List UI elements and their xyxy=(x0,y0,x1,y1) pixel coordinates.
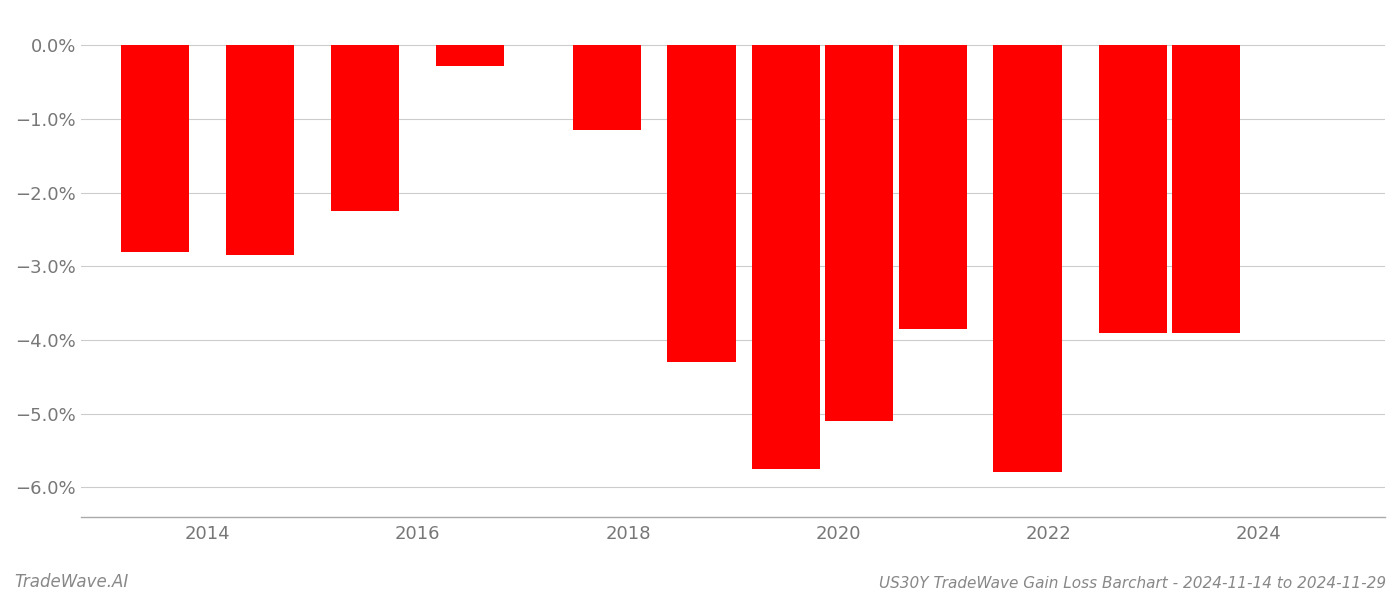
Bar xyxy=(330,46,399,211)
Bar xyxy=(573,46,641,130)
Bar xyxy=(225,46,294,255)
Bar xyxy=(994,46,1061,472)
Bar xyxy=(1099,46,1166,332)
Text: US30Y TradeWave Gain Loss Barchart - 2024-11-14 to 2024-11-29: US30Y TradeWave Gain Loss Barchart - 202… xyxy=(879,576,1386,591)
Bar xyxy=(1172,46,1240,332)
Bar xyxy=(752,46,820,469)
Text: TradeWave.AI: TradeWave.AI xyxy=(14,573,129,591)
Bar xyxy=(825,46,893,421)
Bar xyxy=(437,46,504,66)
Bar xyxy=(668,46,736,362)
Bar xyxy=(899,46,967,329)
Bar xyxy=(120,46,189,251)
